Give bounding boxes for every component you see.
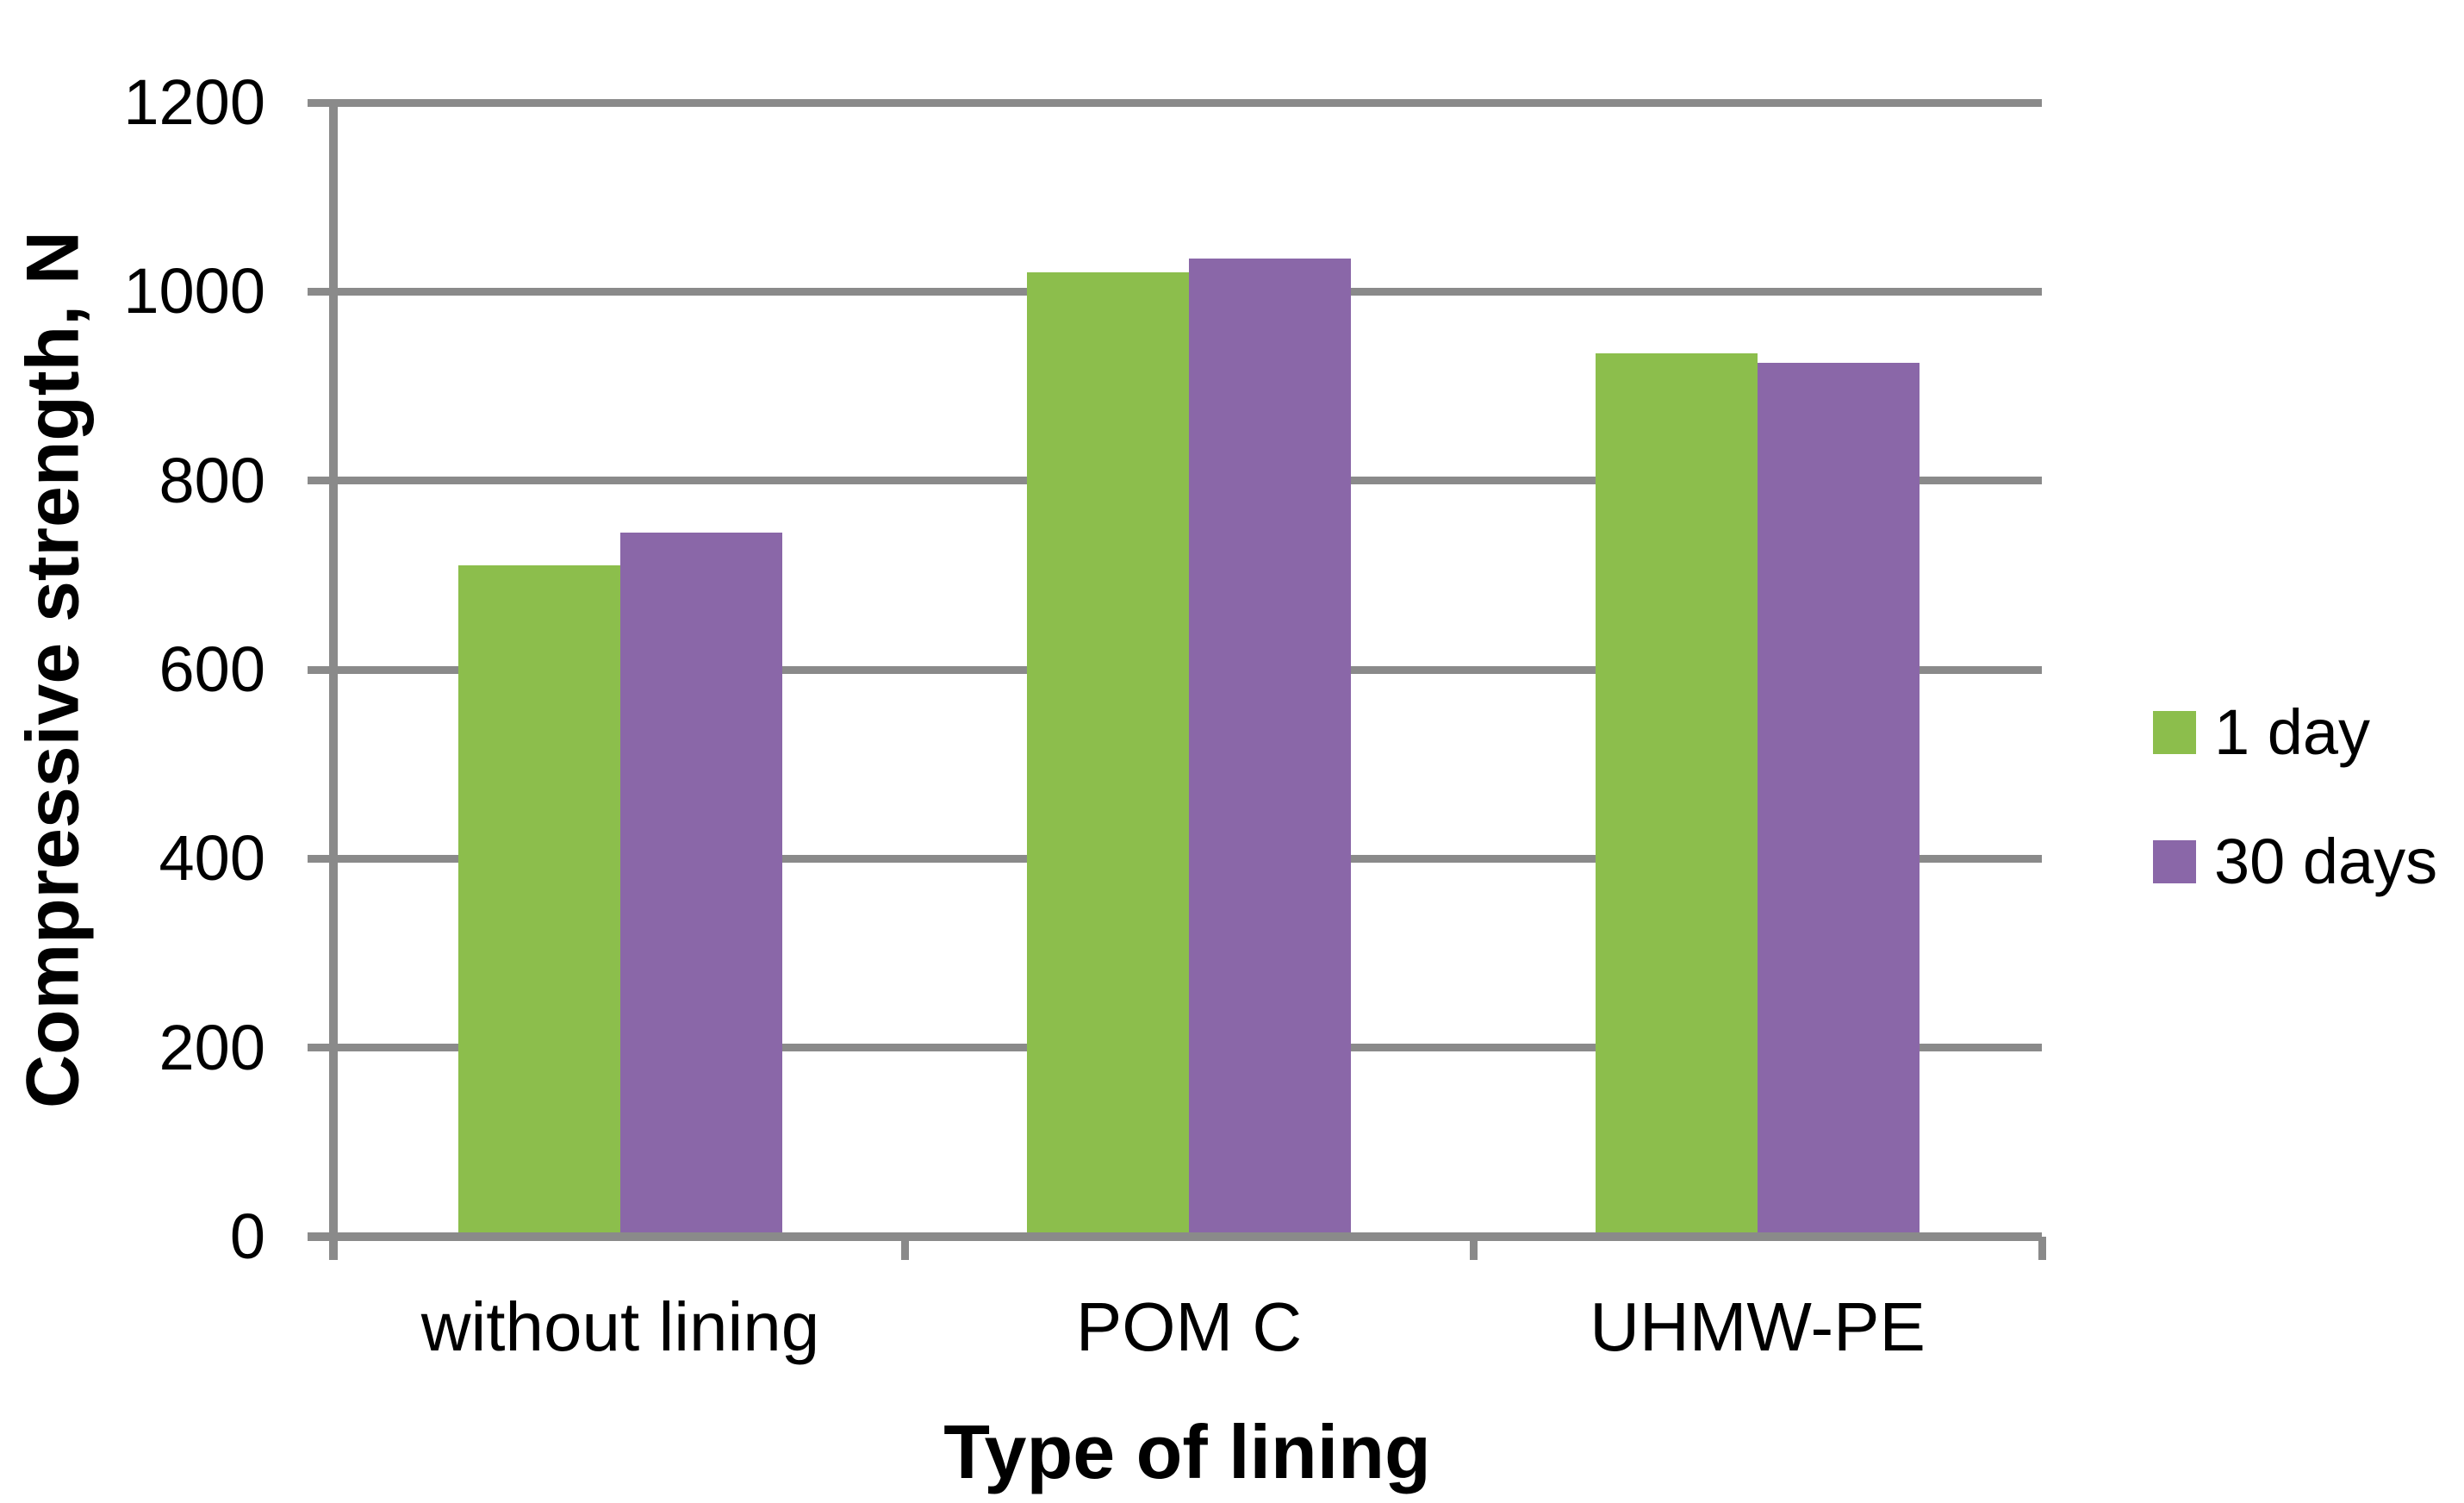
x-axis-tick: [1469, 1237, 1478, 1260]
y-axis-line: [329, 103, 338, 1260]
legend: 1 day 30 days: [2153, 701, 2437, 970]
bar-1-day-without-lining: [458, 565, 620, 1237]
x-axis-category-label: POM C: [1075, 1288, 1303, 1365]
legend-item-30-days: 30 days: [2153, 830, 2437, 894]
bar-1-day-UHMW-PE: [1596, 352, 1758, 1237]
legend-swatch-icon: [2153, 711, 2196, 754]
gridline-1200: [308, 98, 2042, 107]
legend-swatch-icon: [2153, 840, 2196, 883]
x-axis-category-label: UHMW-PE: [1590, 1288, 1926, 1365]
y-tick-label: 800: [159, 444, 265, 516]
y-tick-label: 0: [229, 1201, 265, 1272]
legend-label: 1 day: [2214, 696, 2371, 768]
y-tick-label: 1000: [123, 255, 265, 327]
y-tick-label: 1200: [123, 66, 265, 138]
x-axis-category-label: without lining: [420, 1288, 820, 1365]
bar-30-days-POM-C: [1189, 258, 1351, 1237]
x-axis-title: Type of lining: [943, 1409, 1431, 1494]
y-tick-label: 600: [159, 633, 265, 705]
y-tick-label: 400: [159, 822, 265, 895]
bar-1-day-POM-C: [1027, 272, 1189, 1237]
legend-label: 30 days: [2214, 826, 2438, 897]
bar-30-days-without-lining: [620, 532, 782, 1237]
legend-item-1-day: 1 day: [2153, 701, 2437, 764]
x-axis-line: [308, 1232, 2042, 1241]
x-axis-tick: [900, 1237, 909, 1260]
y-tick-label: 200: [159, 1011, 265, 1083]
x-axis-tick: [2038, 1237, 2046, 1260]
bar-30-days-UHMW-PE: [1758, 362, 1920, 1237]
